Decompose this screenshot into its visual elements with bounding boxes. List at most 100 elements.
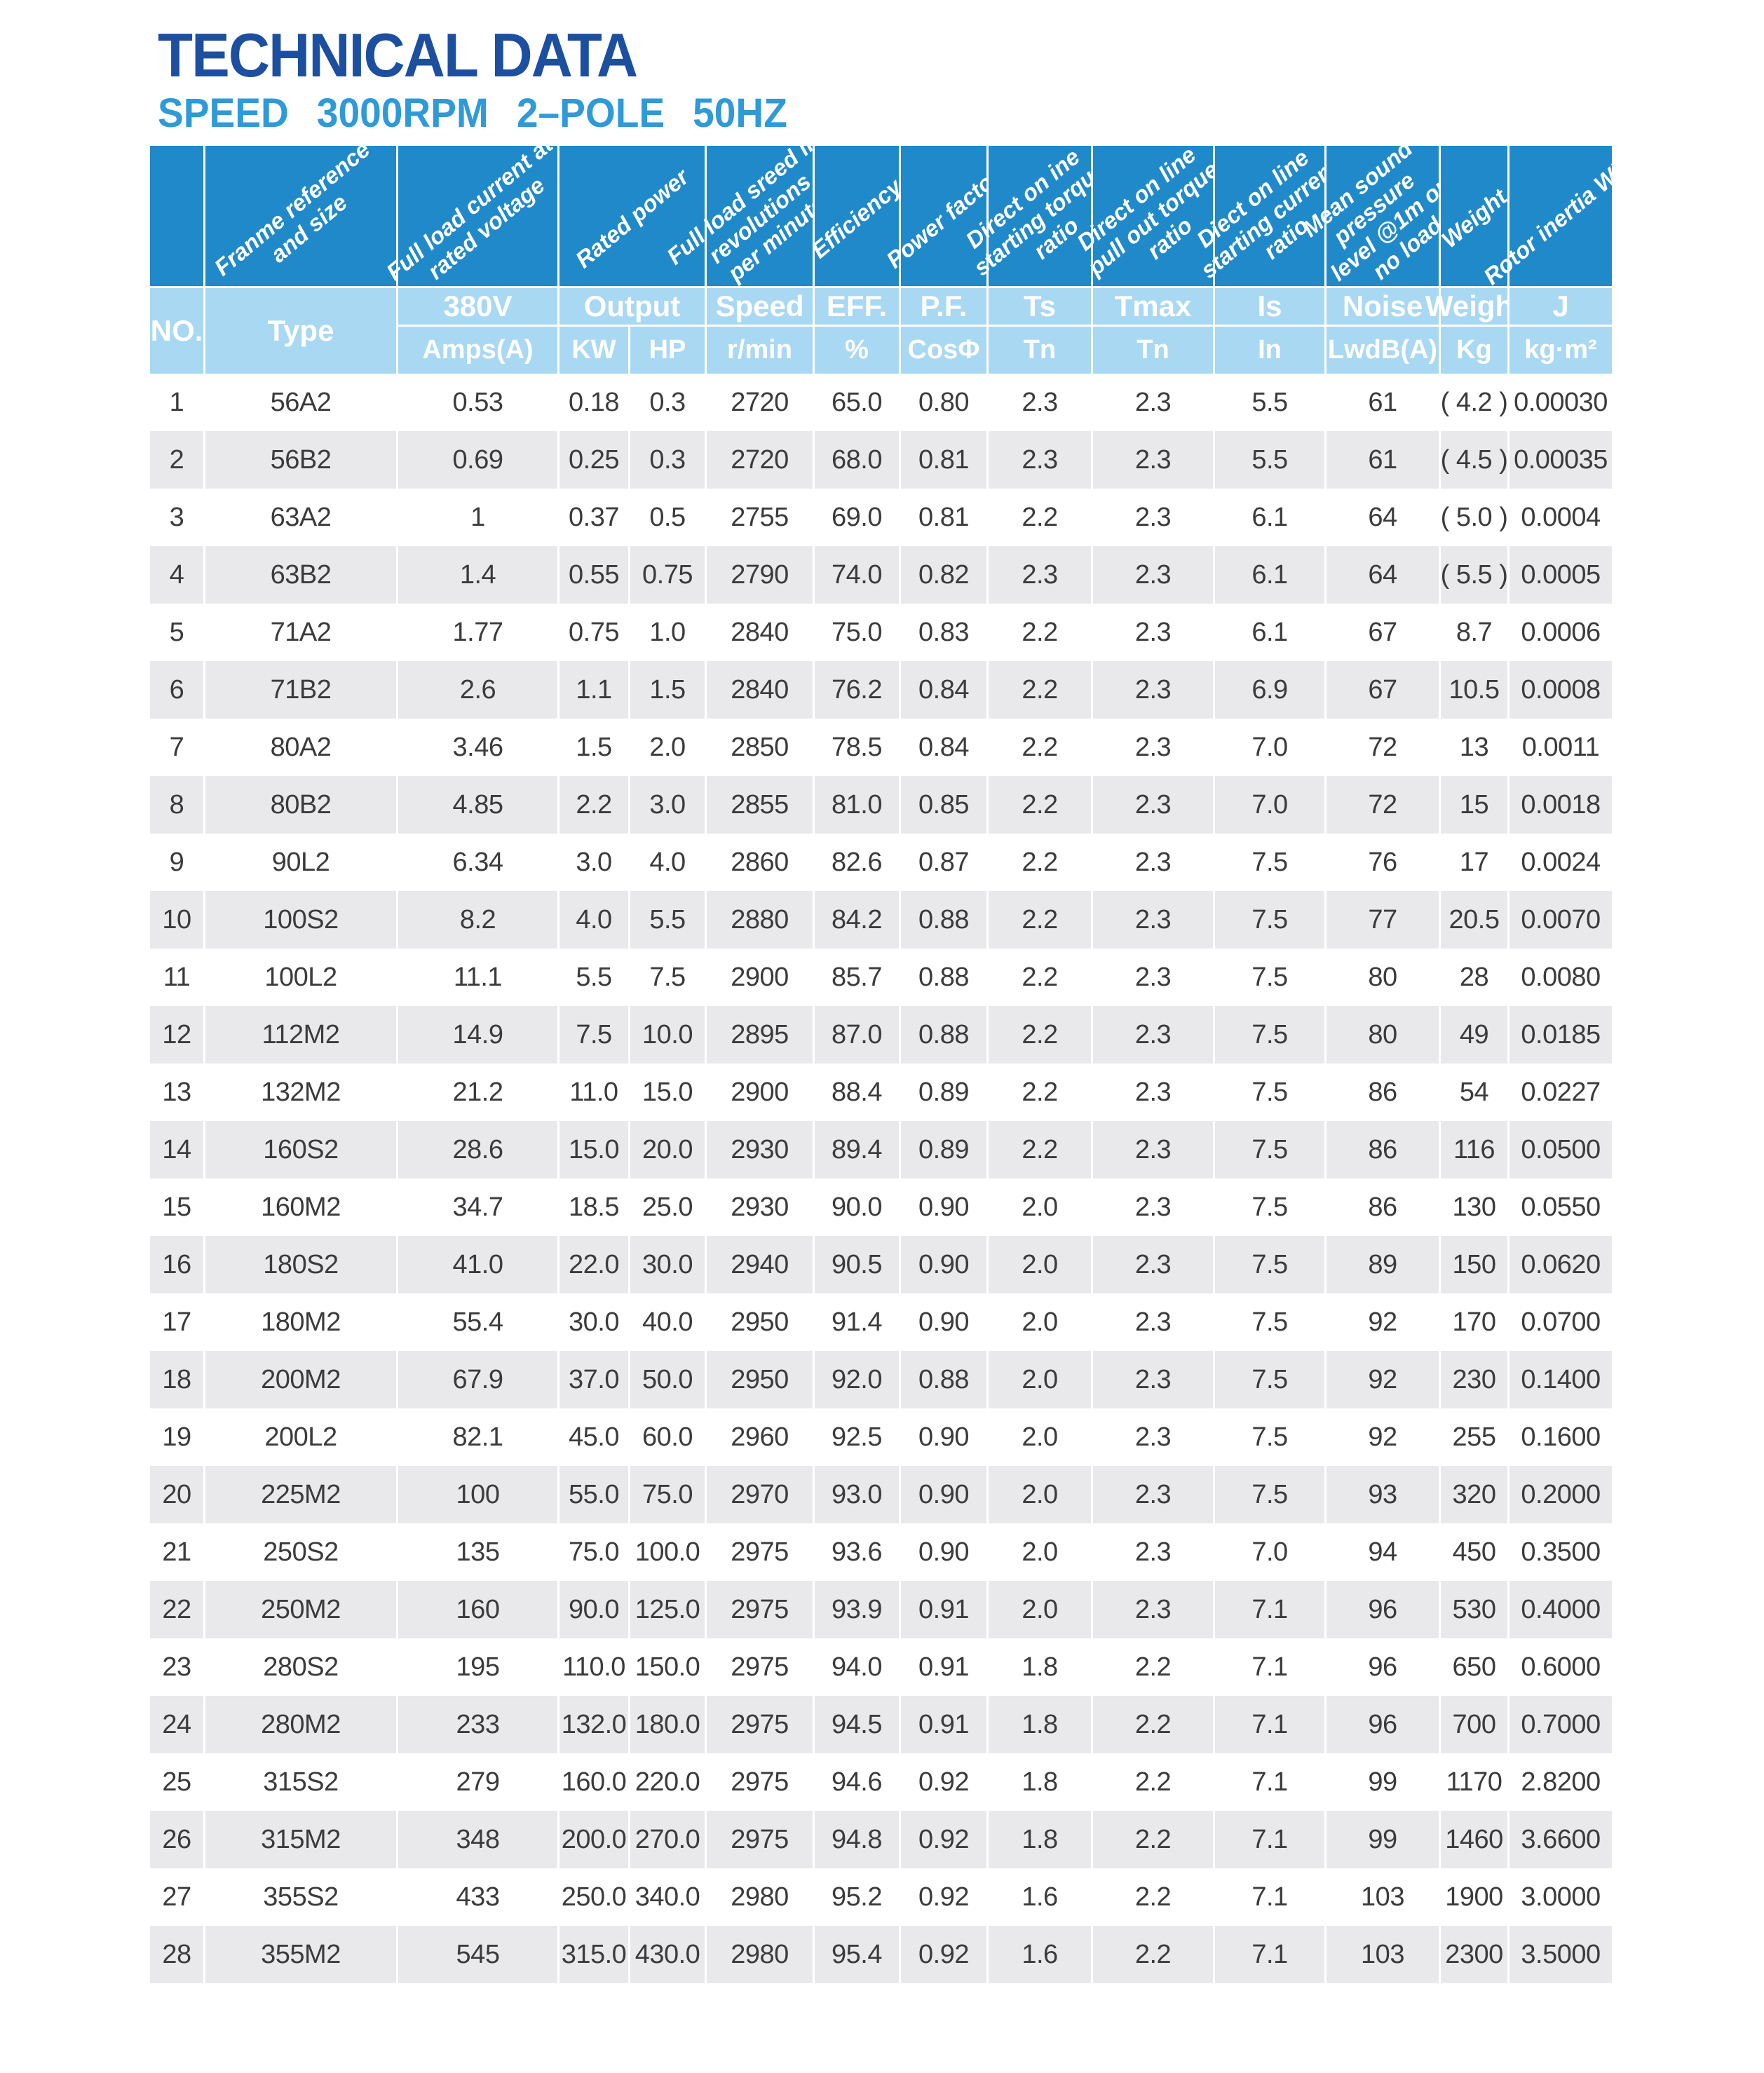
table-cell: 7.5 bbox=[1215, 1466, 1327, 1523]
table-cell: 28 bbox=[150, 1926, 205, 1983]
column-header-top: Speed bbox=[715, 290, 804, 322]
table-cell: 250M2 bbox=[205, 1581, 398, 1638]
table-cell: 76.2 bbox=[815, 661, 901, 719]
table-cell: 2.0 bbox=[989, 1408, 1093, 1466]
table-cell: 1.8 bbox=[989, 1811, 1093, 1868]
table-cell: 18 bbox=[150, 1351, 205, 1408]
table-cell: 280M2 bbox=[205, 1696, 398, 1753]
table-cell: 2755 bbox=[707, 489, 815, 546]
table-cell: 82.1 bbox=[398, 1408, 559, 1466]
table-cell: 92.5 bbox=[815, 1408, 901, 1466]
table-cell: 2980 bbox=[707, 1926, 815, 1983]
table-cell: 0.25 bbox=[559, 431, 630, 489]
table-row: 2 56B2 0.69 0.25 0.3 2720 68.0 0.81 2.3 2.3 5.5 61(… bbox=[150, 431, 1612, 489]
table-cell: 0.0550 bbox=[1521, 1192, 1601, 1222]
table-cell: 0.0227 bbox=[1521, 1077, 1601, 1107]
table-cell: 2.2 bbox=[989, 1063, 1093, 1121]
table-cell: 0.81 bbox=[901, 431, 989, 489]
table-cell: 1900 bbox=[1441, 1868, 1509, 1926]
column-header-top: J bbox=[1552, 290, 1569, 322]
subcolumn-header: Amps(A) bbox=[398, 325, 557, 374]
table-cell: 65.0 bbox=[815, 374, 901, 431]
table-cell: 49 bbox=[1441, 1006, 1509, 1063]
table-cell: 0.91 bbox=[901, 1581, 989, 1638]
table-cell: 67 bbox=[1327, 604, 1441, 661]
table-cell: 10.5 bbox=[1441, 661, 1509, 719]
table-cell: 0.1600 bbox=[1521, 1422, 1601, 1452]
table-cell: 86 bbox=[1327, 1178, 1441, 1236]
table-cell: 2.3 bbox=[1093, 431, 1215, 489]
table-cell: 93 bbox=[1327, 1466, 1441, 1523]
table-cell: 7.5 bbox=[1215, 1236, 1327, 1293]
table-cell: 2.3 bbox=[1093, 834, 1215, 891]
table-cell: 0.0011 bbox=[1521, 732, 1600, 762]
table-cell: 0.0620 bbox=[1521, 1249, 1601, 1279]
table-cell: 0.00030 bbox=[1514, 387, 1608, 417]
table-cell: 0.90 bbox=[901, 1236, 989, 1293]
table-cell: 2.3 bbox=[1093, 1466, 1215, 1523]
table-cell: 0.6000 bbox=[1521, 1652, 1601, 1682]
table-cell: 17 bbox=[150, 1293, 205, 1351]
column-header-band: NO. Type 380V Amps(A) Output KW HP Speed r/min EF… bbox=[150, 286, 1612, 374]
table-row: 5 71A2 1.77 0.75 1.0 2840 75.0 0.83 2.2 2.3 6.1 67 8… bbox=[150, 604, 1612, 661]
table-cell: 7.5 bbox=[1215, 949, 1327, 1006]
technical-data-table: Franme reference and size Full load curren… bbox=[150, 128, 1642, 1983]
table-cell: 0.92 bbox=[901, 1926, 989, 1983]
table-cell: 15 bbox=[1441, 776, 1509, 834]
table-cell: 2.2 bbox=[989, 949, 1093, 1006]
table-cell: 3.0000 bbox=[1521, 1882, 1601, 1912]
table-cell: 0.90 bbox=[901, 1523, 989, 1581]
table-cell: 355S2 bbox=[205, 1868, 398, 1926]
table-cell: 61 bbox=[1327, 431, 1441, 489]
table-cell: 2.3 bbox=[1093, 604, 1215, 661]
table-row: 24 280M2 233 132.0 180.0 2975 94.5 0.91 1.8 2.2 7.… bbox=[150, 1696, 1612, 1753]
table-cell: 61 bbox=[1327, 374, 1441, 431]
table-cell: 25.0 bbox=[630, 1178, 707, 1236]
table-cell: 7.5 bbox=[1215, 891, 1327, 949]
table-cell: 200.0 bbox=[559, 1811, 630, 1868]
table-cell: 6.1 bbox=[1215, 489, 1327, 546]
table-cell: 7.5 bbox=[1215, 1121, 1327, 1178]
column-header-5: EFF.% bbox=[815, 288, 901, 374]
table-cell: 2975 bbox=[707, 1581, 815, 1638]
table-cell: 94.6 bbox=[815, 1753, 901, 1811]
table-cell: 7.5 bbox=[1215, 1178, 1327, 1236]
table-cell: 2.0 bbox=[989, 1466, 1093, 1523]
table-cell: 94 bbox=[1327, 1523, 1441, 1581]
column-header-bottom: KW HP bbox=[559, 325, 705, 374]
table-cell: 2840 bbox=[707, 661, 815, 719]
table-cell: 0.0018 bbox=[1521, 789, 1601, 820]
table-cell: 1.4 bbox=[398, 546, 559, 604]
table-cell: 2930 bbox=[707, 1121, 815, 1178]
table-cell: 2855 bbox=[707, 776, 815, 834]
table-cell: 93.6 bbox=[815, 1523, 901, 1581]
table-cell: 430.0 bbox=[630, 1926, 707, 1983]
table-cell: 150.0 bbox=[630, 1638, 707, 1696]
table-cell: 7.1 bbox=[1215, 1581, 1327, 1638]
table-cell: 11.0 bbox=[559, 1063, 630, 1121]
subcolumn-header: Kg bbox=[1441, 325, 1507, 374]
column-header-top: Weight bbox=[1425, 290, 1524, 322]
table-cell: 7.5 bbox=[1215, 1351, 1327, 1408]
table-cell: 5 bbox=[150, 604, 205, 661]
table-cell: 0.91 bbox=[901, 1696, 989, 1753]
table-cell: 18.5 bbox=[559, 1178, 630, 1236]
table-cell: 95.2 bbox=[815, 1868, 901, 1926]
table-cell: 2.2 bbox=[989, 719, 1093, 776]
table-cell: 650 bbox=[1441, 1638, 1509, 1696]
table-cell: 13 bbox=[1441, 719, 1509, 776]
table-row: 17 180M2 55.4 30.0 40.0 2950 91.4 0.90 2.0 2.3 7.5… bbox=[150, 1293, 1612, 1351]
table-cell: 0.84 bbox=[901, 661, 989, 719]
table-row: 3 63A2 1 0.37 0.5 2755 69.0 0.81 2.2 2.3 6.1 64( 5.… bbox=[150, 489, 1612, 546]
table-cell: 0.80 bbox=[901, 374, 989, 431]
table-cell: 68.0 bbox=[815, 431, 901, 489]
table-cell: 0.37 bbox=[559, 489, 630, 546]
table-cell: ( 4.5 ) bbox=[1441, 431, 1509, 489]
table-cell: 0.5 bbox=[630, 489, 707, 546]
table-cell: ( 4.2 ) bbox=[1441, 374, 1509, 431]
table-cell: 0.88 bbox=[901, 1006, 989, 1063]
rotated-header-line: Full load current at bbox=[381, 131, 557, 285]
table-cell: 11.1 bbox=[398, 949, 559, 1006]
table-cell: 180.0 bbox=[630, 1696, 707, 1753]
table-cell: 21.2 bbox=[398, 1063, 559, 1121]
